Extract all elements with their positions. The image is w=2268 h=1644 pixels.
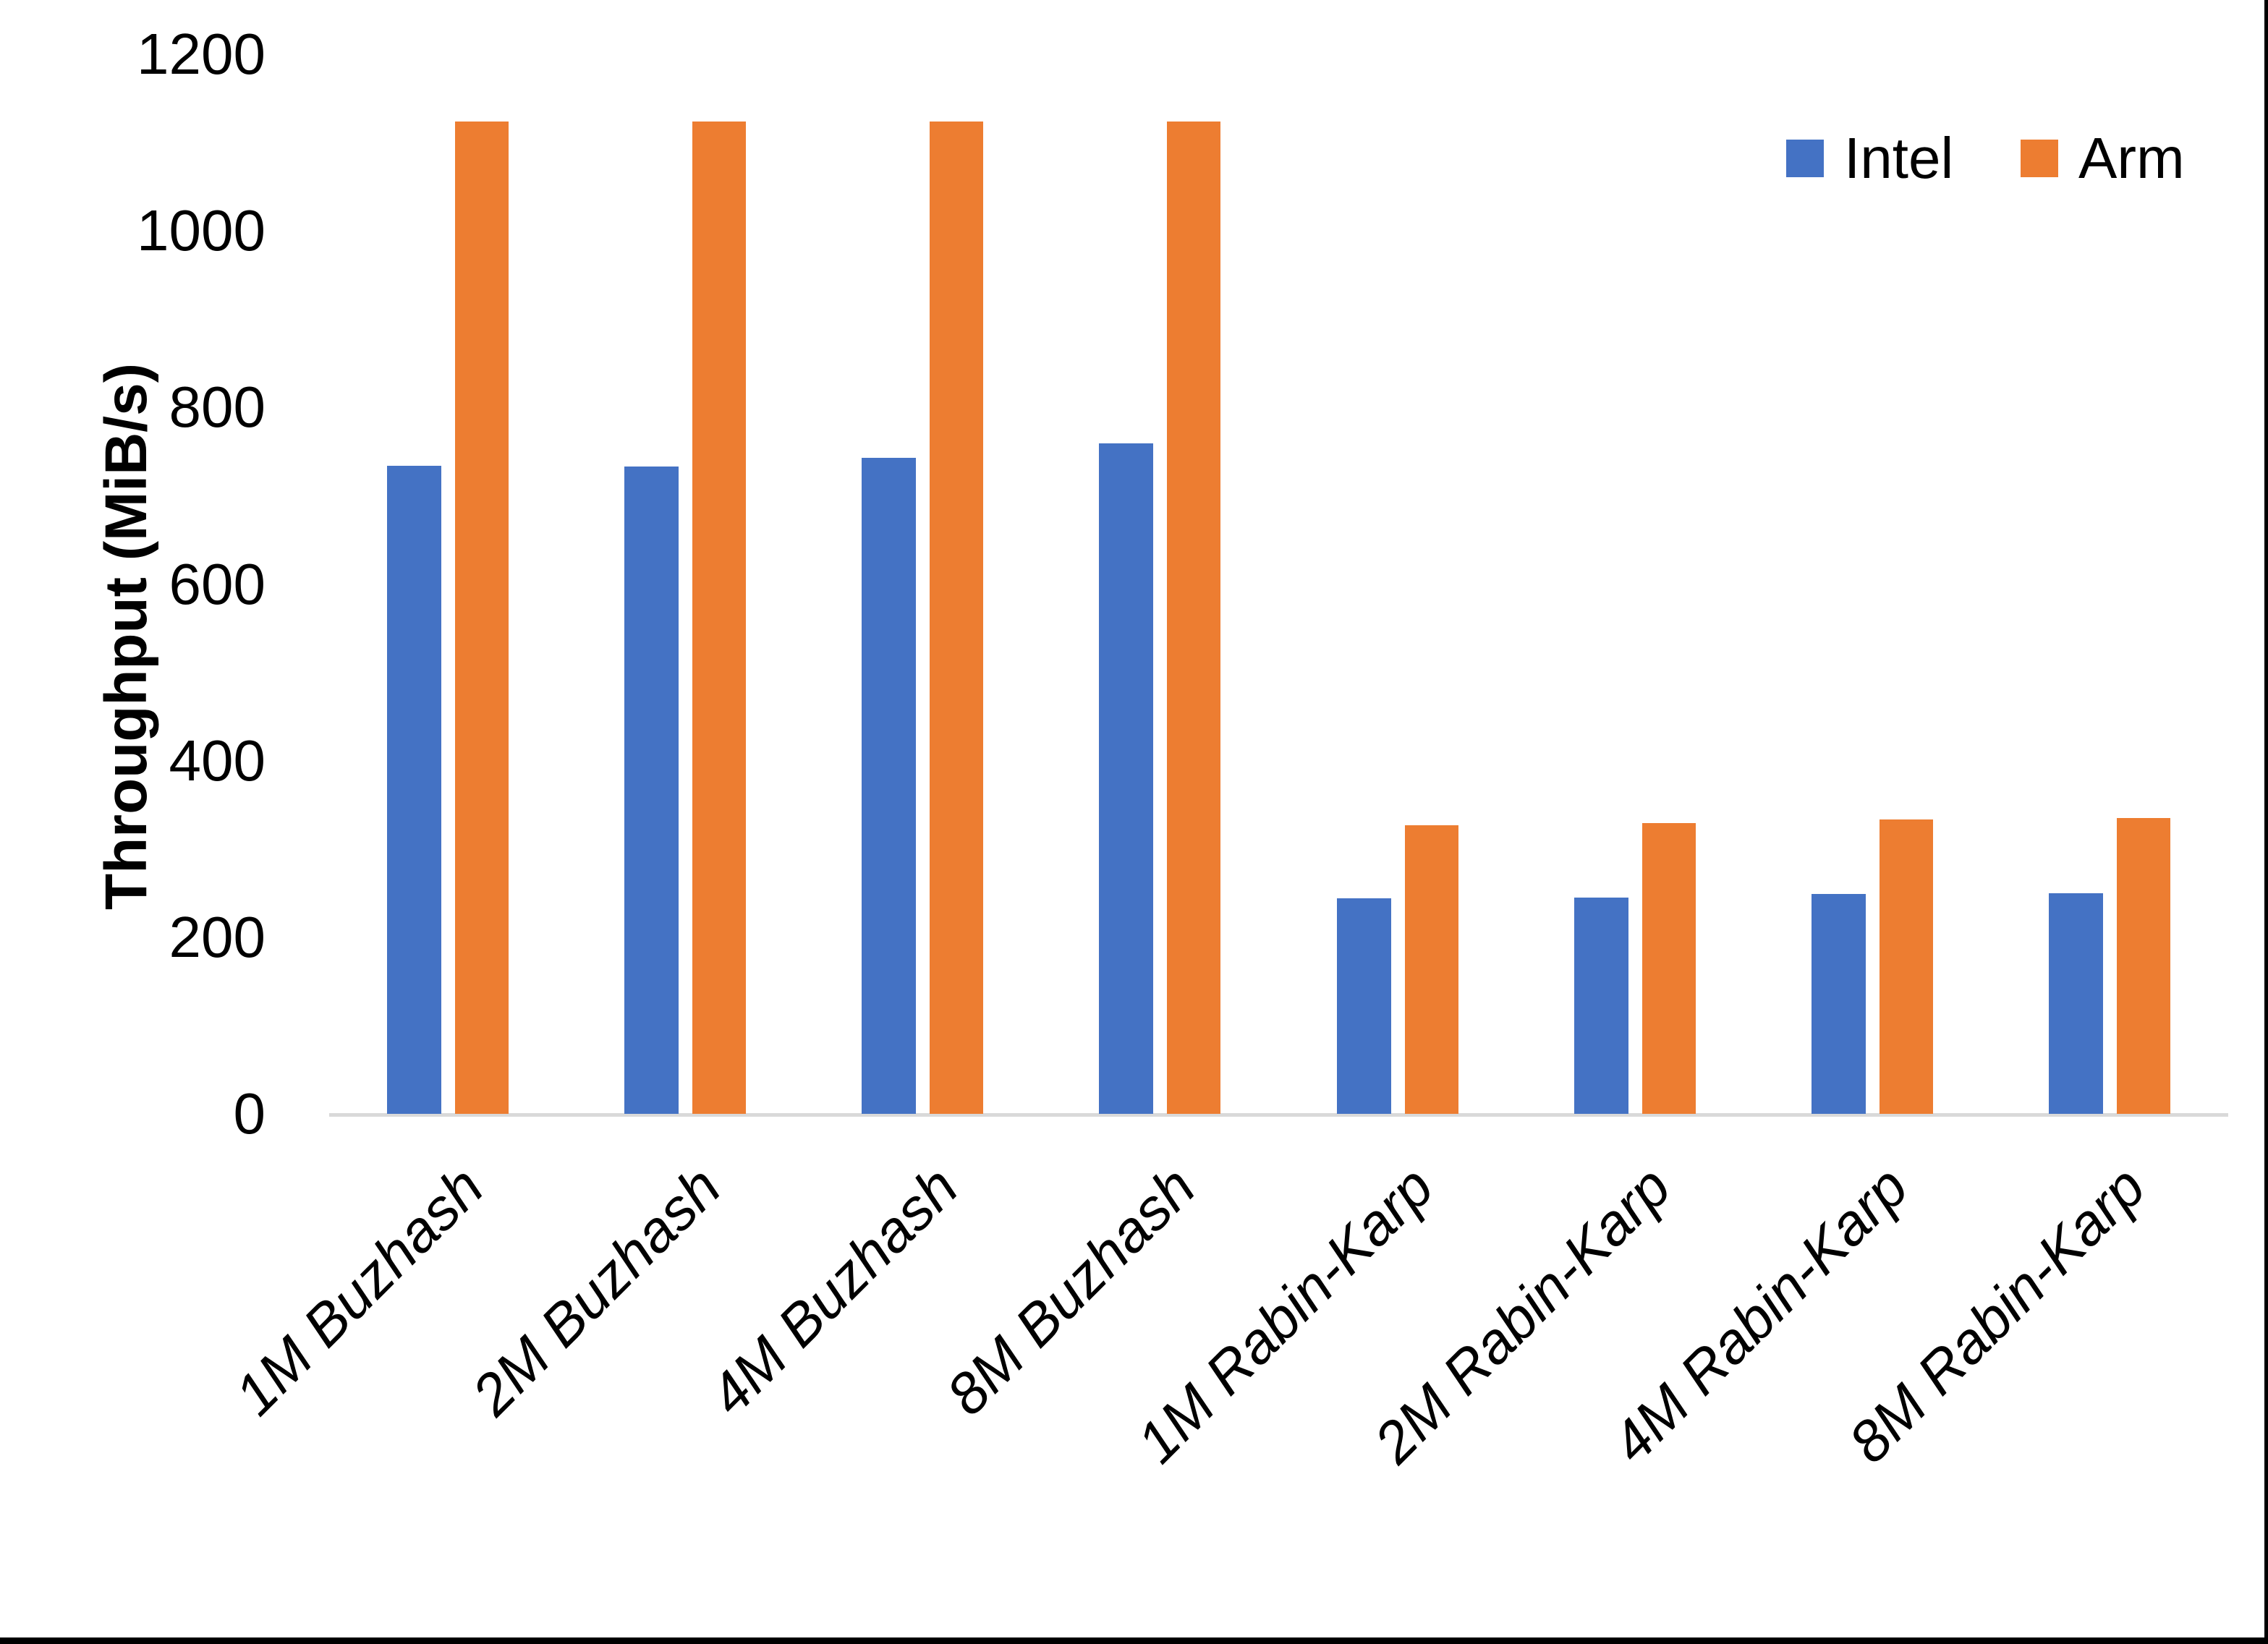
legend-item-arm: Arm — [2021, 129, 2185, 187]
x-category-label: 4M Buzhash — [697, 1154, 971, 1428]
y-tick-label: 200 — [169, 904, 266, 969]
bar-intel-4m-buzhash — [862, 457, 917, 1114]
bottom-border — [0, 1637, 2268, 1644]
x-category-label: 1M Buzhash — [222, 1154, 496, 1428]
arm-legend-swatch — [2021, 140, 2058, 177]
y-tick-label: 800 — [169, 375, 266, 440]
x-category-label: 8M Buzhash — [934, 1154, 1208, 1428]
y-axis-title: Throughput (MiB/s) — [93, 362, 159, 911]
intel-legend-label: Intel — [1844, 126, 1954, 190]
bar-intel-8m-buzhash — [1099, 443, 1154, 1114]
bar-intel-8m-rabin-karp — [2048, 893, 2103, 1114]
bar-intel-4m-rabin-karp — [1811, 894, 1866, 1114]
y-tick-label: 600 — [169, 551, 266, 616]
bar-arm-2m-rabin-karp — [1641, 823, 1696, 1114]
y-tick-label: 400 — [169, 728, 266, 793]
x-axis-line — [329, 1113, 2228, 1117]
x-category-label: 2M Buzhash — [459, 1154, 733, 1428]
y-tick-label: 1000 — [137, 198, 266, 263]
x-category-label: 1M Rabin-Karp — [1124, 1154, 1445, 1475]
bar-arm-8m-rabin-karp — [2116, 818, 2170, 1114]
bar-arm-4m-rabin-karp — [1879, 819, 1933, 1114]
bar-intel-1m-buzhash — [387, 465, 442, 1114]
bar-intel-2m-rabin-karp — [1573, 897, 1628, 1114]
right-border — [2264, 0, 2268, 1644]
bar-arm-1m-rabin-karp — [1404, 825, 1458, 1114]
bar-arm-2m-buzhash — [692, 121, 747, 1114]
x-category-label: 2M Rabin-Karp — [1362, 1154, 1683, 1475]
legend-item-intel: Intel — [1786, 129, 1953, 187]
x-category-label: 4M Rabin-Karp — [1599, 1154, 1920, 1475]
y-tick-label: 1200 — [137, 22, 266, 86]
bar-arm-1m-buzhash — [455, 121, 509, 1114]
x-category-label: 8M Rabin-Karp — [1836, 1154, 2157, 1475]
intel-legend-swatch — [1786, 140, 1824, 177]
bar-intel-2m-buzhash — [624, 467, 679, 1114]
bar-arm-4m-buzhash — [930, 121, 984, 1114]
arm-legend-label: Arm — [2078, 126, 2185, 190]
bar-arm-8m-buzhash — [1167, 121, 1221, 1114]
bar-intel-1m-rabin-karp — [1336, 898, 1391, 1114]
y-tick-label: 0 — [233, 1081, 266, 1146]
